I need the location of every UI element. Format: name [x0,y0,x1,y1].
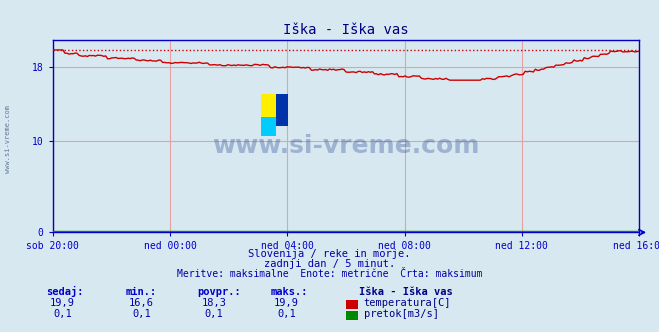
Bar [275,94,289,126]
Text: 19,9: 19,9 [50,298,75,308]
Text: Meritve: maksimalne  Enote: metrične  Črta: maksimum: Meritve: maksimalne Enote: metrične Črta… [177,269,482,279]
Text: 19,9: 19,9 [274,298,299,308]
Text: 0,1: 0,1 [53,309,72,319]
Text: pretok[m3/s]: pretok[m3/s] [364,309,439,319]
Text: maks.:: maks.: [270,288,308,297]
Text: sedaj:: sedaj: [46,287,84,297]
Text: 0,1: 0,1 [277,309,296,319]
Text: 0,1: 0,1 [205,309,223,319]
Text: www.si-vreme.com: www.si-vreme.com [212,134,480,158]
Text: 18,3: 18,3 [202,298,227,308]
Text: 0,1: 0,1 [132,309,151,319]
Text: Slovenija / reke in morje.: Slovenija / reke in morje. [248,249,411,259]
Text: zadnji dan / 5 minut.: zadnji dan / 5 minut. [264,259,395,269]
Text: Iška - Iška vas: Iška - Iška vas [359,288,453,297]
Bar [261,94,275,117]
Text: www.si-vreme.com: www.si-vreme.com [5,106,11,173]
Bar [261,117,275,136]
Text: 16,6: 16,6 [129,298,154,308]
Text: min.:: min.: [125,288,156,297]
Text: povpr.:: povpr.: [198,288,241,297]
Title: Iška - Iška vas: Iška - Iška vas [283,23,409,37]
Text: temperatura[C]: temperatura[C] [364,298,451,308]
